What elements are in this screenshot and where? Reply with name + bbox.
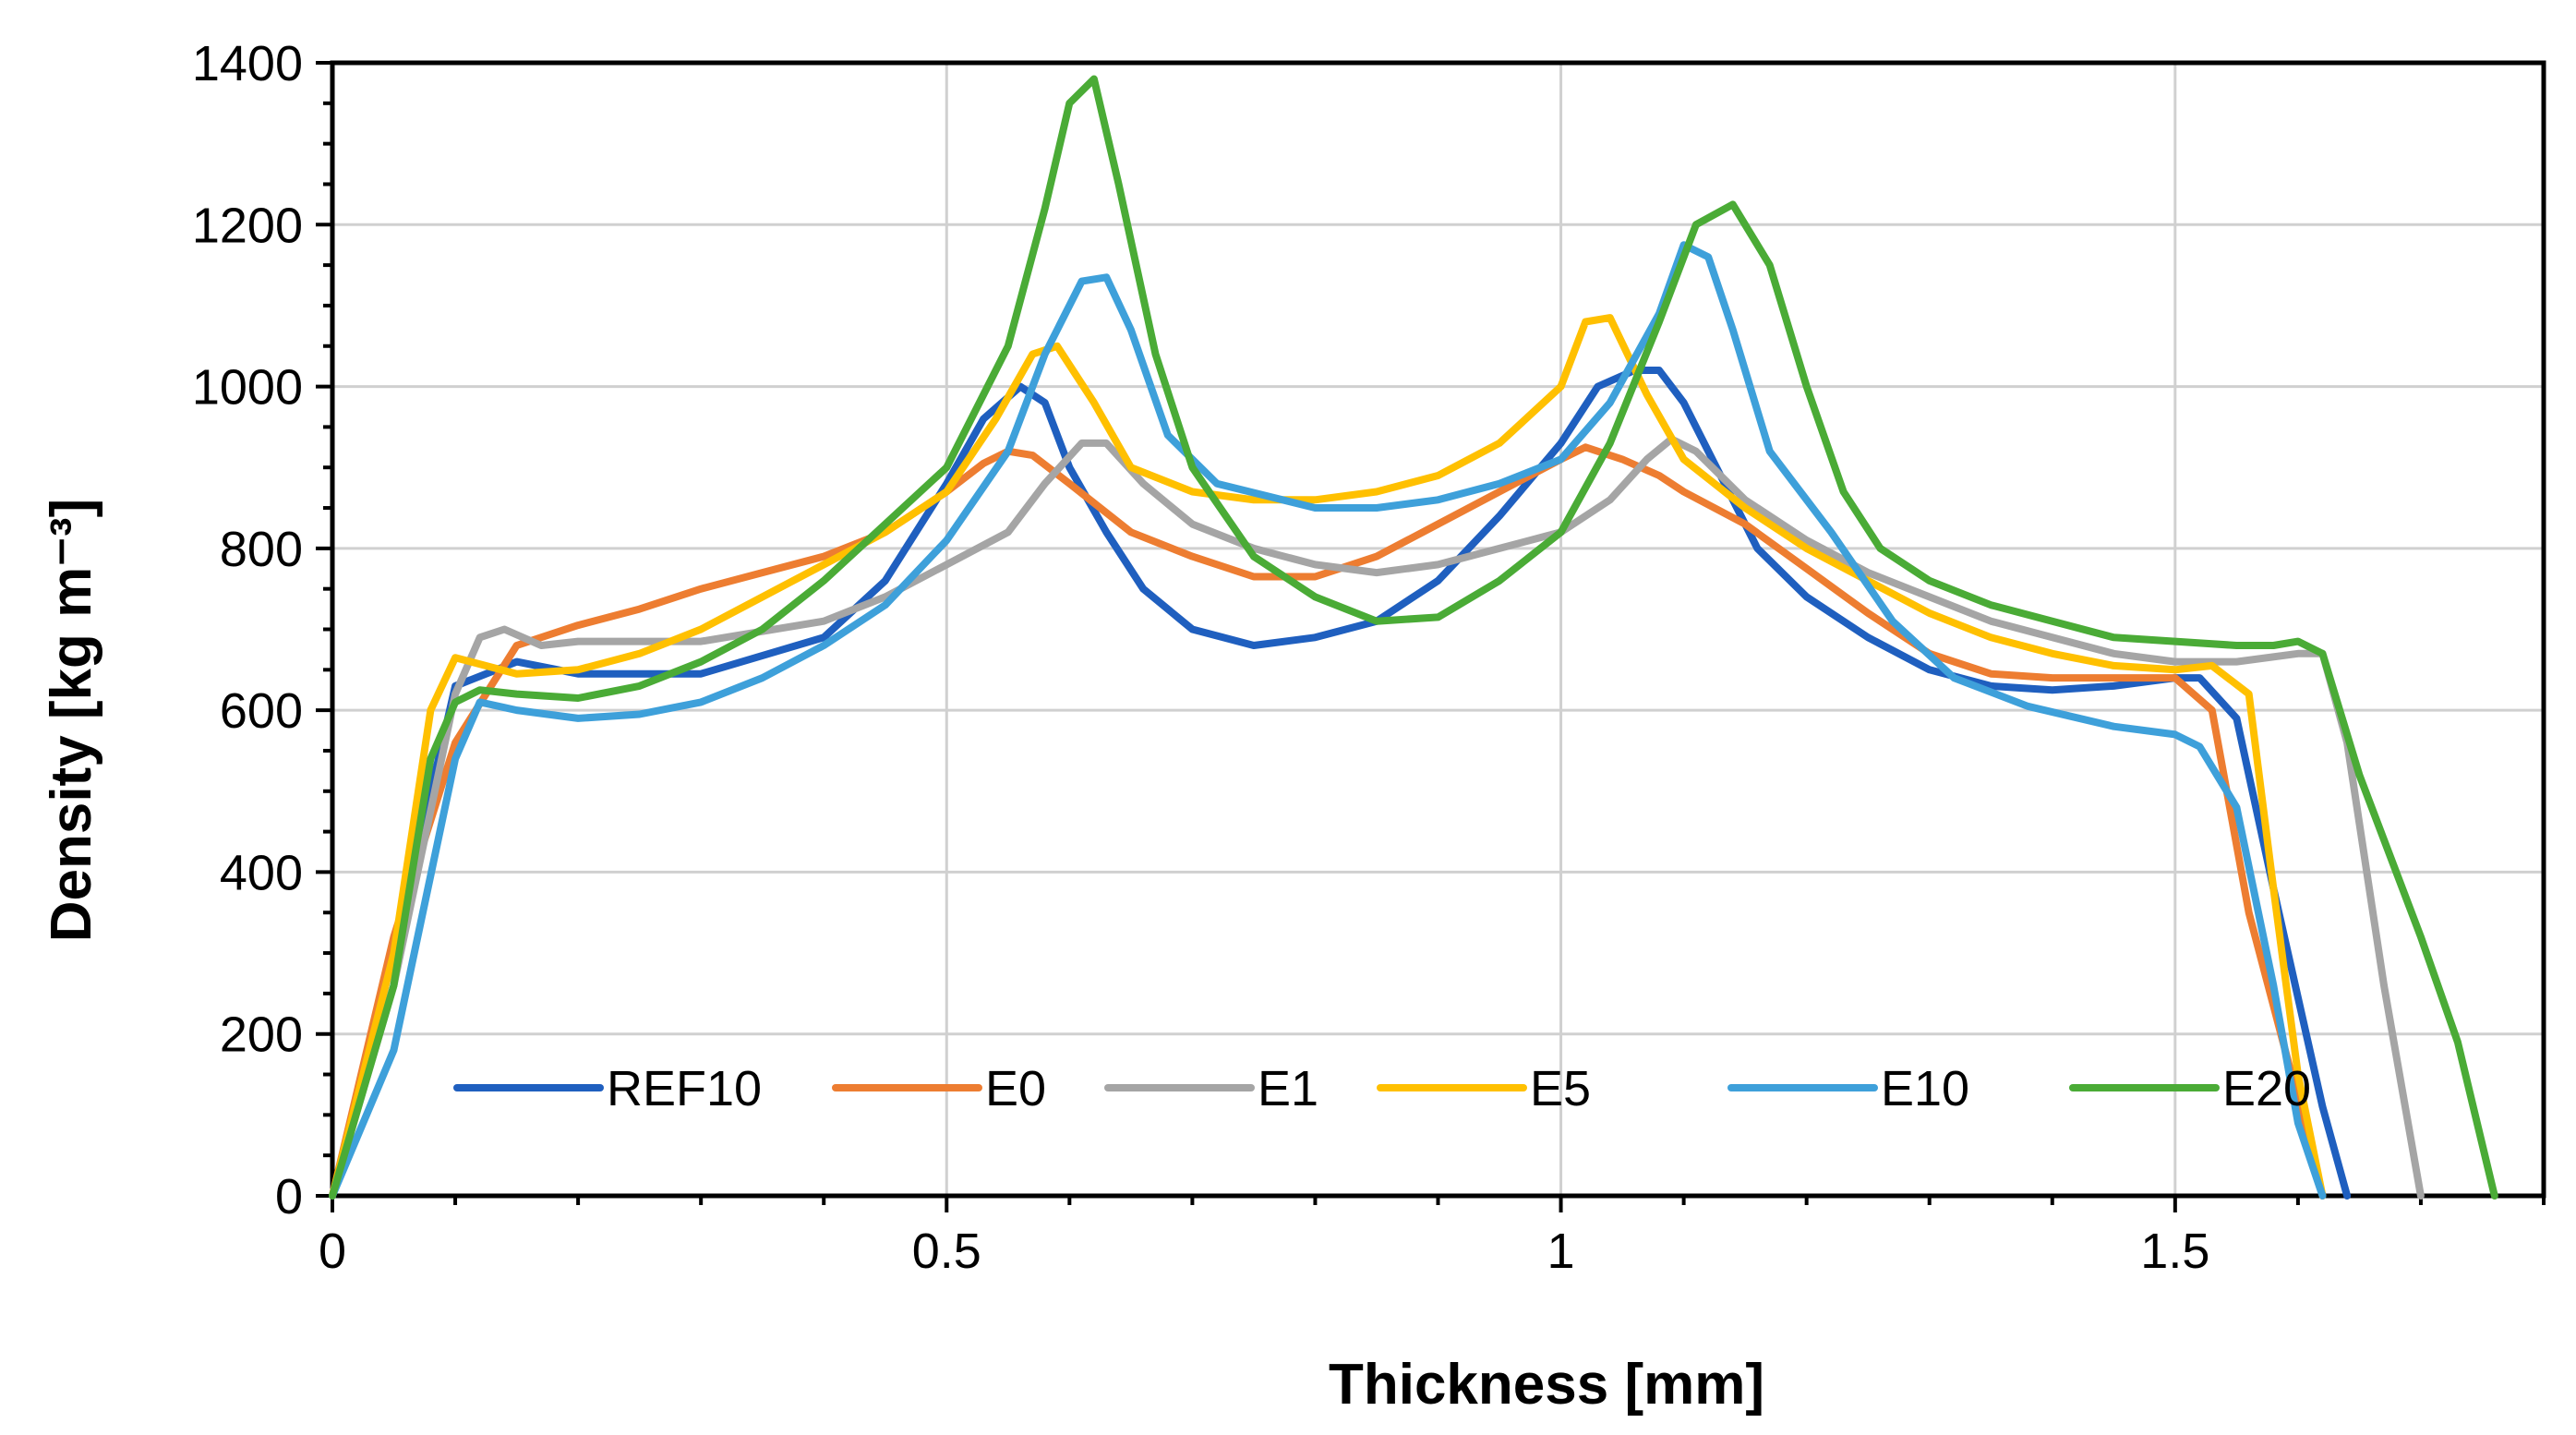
series-line-e0 — [329, 443, 2327, 1200]
x-tick-label: 1.5 — [2140, 1224, 2209, 1279]
x-tick-label: 0.5 — [912, 1224, 981, 1279]
y-tick-label: 1200 — [192, 198, 303, 253]
y-tick-label: 600 — [220, 683, 303, 739]
legend: REF10 E0 E1 E5 E10 E20 — [453, 1061, 2311, 1116]
legend-label-e0: E0 — [985, 1061, 1046, 1116]
x-tick-label: 1 — [1547, 1224, 1575, 1279]
x-tick-label: 0 — [319, 1224, 346, 1279]
y-tick-label: 200 — [220, 1007, 303, 1063]
series-line-e20 — [329, 75, 2498, 1200]
y-tick-label: 400 — [220, 845, 303, 900]
x-axis-ticks: 0 0.5 1 1.5 — [319, 1196, 2546, 1279]
legend-label-e5: E5 — [1530, 1061, 1591, 1116]
y-tick-label: 1400 — [192, 36, 303, 91]
series-line-e10 — [329, 241, 2327, 1200]
series-line-e1 — [329, 435, 2425, 1200]
gridlines — [331, 61, 2544, 1198]
legend-label-ref10: REF10 — [607, 1061, 762, 1116]
y-tick-label: 0 — [275, 1169, 303, 1224]
y-tick-label: 1000 — [192, 360, 303, 416]
legend-label-e20: E20 — [2222, 1061, 2311, 1116]
y-tick-label: 800 — [220, 522, 303, 577]
series-line-e5 — [329, 314, 2327, 1200]
y-axis-ticks: 0 200 400 600 800 1000 1200 1400 — [192, 36, 332, 1224]
data-series — [329, 75, 2498, 1200]
y-axis-title: Density [kg m⁻³] — [40, 499, 103, 943]
x-axis-title: Thickness [mm] — [1329, 1353, 1764, 1417]
legend-label-e10: E10 — [1881, 1061, 1969, 1116]
legend-label-e1: E1 — [1258, 1061, 1318, 1116]
